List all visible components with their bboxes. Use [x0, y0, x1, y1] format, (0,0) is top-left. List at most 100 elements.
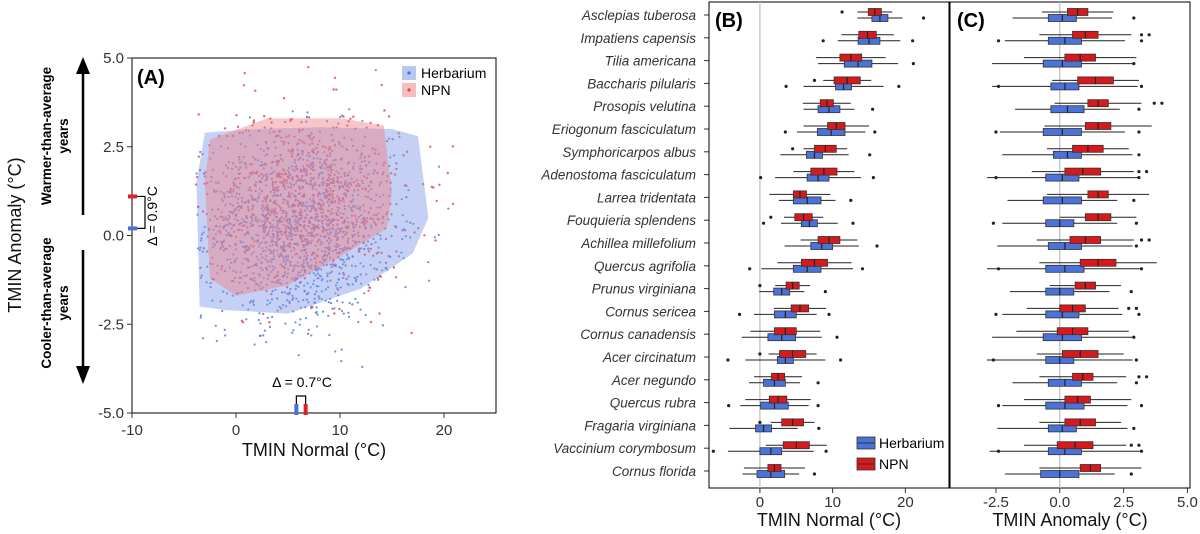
- herbarium-point: [292, 297, 295, 300]
- herbarium-point: [323, 260, 326, 263]
- herbarium-point: [259, 334, 262, 337]
- herbarium-point: [354, 240, 357, 243]
- herbarium-point: [292, 329, 295, 332]
- npn-point: [349, 183, 353, 187]
- herbarium-point: [226, 190, 229, 193]
- npn-point: [284, 230, 288, 233]
- npn-point: [327, 183, 331, 187]
- herbarium-point: [386, 268, 389, 271]
- herbarium-point: [282, 260, 285, 263]
- herbarium-box-c-outlier: [1129, 472, 1133, 476]
- npn-point: [343, 204, 346, 208]
- herbarium-box-b-outlier: [711, 449, 715, 453]
- npn-point: [219, 246, 222, 249]
- npn-point: [384, 237, 388, 241]
- herbarium-point: [352, 229, 355, 233]
- herbarium-point: [264, 241, 267, 244]
- npn-point: [310, 234, 313, 237]
- herbarium-point: [222, 249, 225, 252]
- npn-point: [347, 246, 350, 249]
- npn-point: [270, 177, 274, 180]
- herbarium-point: [356, 301, 359, 304]
- herbarium-point: [329, 178, 332, 181]
- npn-point: [347, 120, 350, 123]
- herbarium-point: [328, 222, 331, 225]
- npn-box-b-outlier: [758, 284, 762, 288]
- npn-point: [397, 132, 400, 135]
- herbarium-point: [199, 246, 202, 249]
- npn-point: [336, 245, 339, 248]
- herbarium-point: [316, 215, 319, 218]
- npn-point: [240, 319, 244, 322]
- a-x-tick-label: -10: [121, 422, 143, 439]
- herbarium-point: [198, 248, 201, 251]
- herbarium-point: [219, 240, 223, 243]
- herbarium-point: [353, 189, 356, 192]
- herbarium-point: [224, 247, 228, 250]
- npn-point: [250, 171, 253, 174]
- npn-point: [451, 202, 455, 206]
- herbarium-point: [369, 224, 373, 227]
- npn-point: [335, 180, 338, 183]
- npn-point: [385, 139, 389, 143]
- herbarium-point: [211, 299, 214, 302]
- herbarium-point: [333, 307, 336, 310]
- herbarium-point: [257, 245, 260, 248]
- herbarium-point: [275, 229, 278, 232]
- npn-point: [422, 182, 425, 186]
- npn-point: [359, 171, 362, 174]
- herbarium-point: [377, 246, 380, 249]
- npn-point: [362, 241, 365, 245]
- npn-point: [332, 218, 335, 221]
- npn-point: [333, 76, 337, 80]
- npn-point: [205, 212, 208, 216]
- npn-point: [435, 199, 438, 203]
- npn-point: [360, 152, 363, 155]
- herbarium-point: [303, 244, 307, 247]
- herbarium-point: [227, 231, 230, 234]
- herbarium-point: [317, 277, 320, 280]
- herbarium-point: [304, 205, 307, 208]
- herbarium-point: [337, 171, 340, 174]
- npn-point: [260, 190, 264, 193]
- npn-point: [355, 218, 358, 221]
- herbarium-point: [395, 203, 398, 206]
- herbarium-point: [259, 322, 262, 325]
- npn-point: [326, 215, 329, 219]
- npn-point: [243, 176, 246, 180]
- herbarium-point: [262, 227, 265, 230]
- npn-point: [318, 130, 322, 133]
- herbarium-point: [269, 172, 272, 175]
- herbarium-point: [247, 176, 250, 179]
- npn-point: [219, 300, 222, 303]
- herbarium-point: [347, 205, 350, 208]
- npn-point: [318, 260, 322, 264]
- npn-point: [327, 173, 330, 176]
- npn-point: [364, 188, 367, 191]
- npn-point: [361, 187, 364, 191]
- herbarium-point: [301, 153, 304, 156]
- npn-point: [266, 220, 269, 223]
- herbarium-point: [241, 262, 244, 265]
- npn-point: [352, 115, 355, 118]
- herbarium-point: [219, 145, 223, 148]
- herbarium-point: [340, 258, 343, 261]
- herbarium-point: [304, 248, 307, 251]
- herbarium-point: [338, 247, 341, 250]
- npn-point: [298, 223, 301, 226]
- herbarium-point: [337, 187, 341, 190]
- herbarium-point: [302, 246, 305, 249]
- herbarium-point: [392, 154, 396, 157]
- npn-point: [297, 142, 300, 145]
- herbarium-point: [238, 158, 241, 161]
- herbarium-point: [364, 313, 367, 317]
- herbarium-point: [264, 154, 267, 157]
- herbarium-point: [203, 175, 206, 178]
- npn-point: [231, 190, 235, 193]
- herbarium-point: [276, 271, 279, 274]
- herbarium-point: [250, 300, 253, 303]
- npn-point: [368, 286, 372, 289]
- npn-point: [324, 167, 327, 170]
- herbarium-point: [234, 218, 237, 221]
- npn-point: [329, 279, 332, 282]
